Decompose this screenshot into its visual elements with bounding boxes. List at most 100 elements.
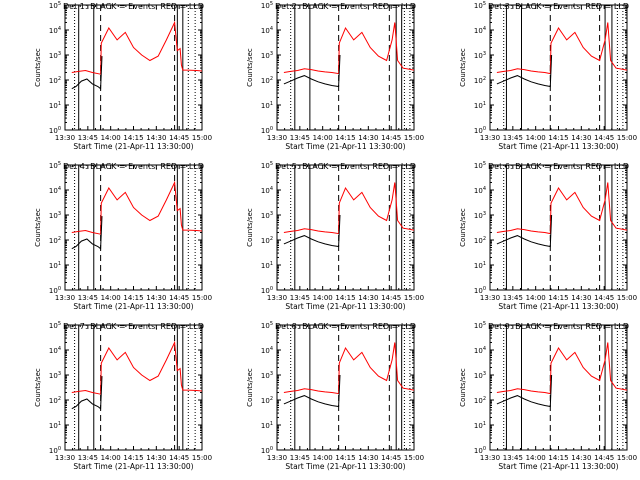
series-events — [71, 56, 103, 90]
x-tick-label: 14:45 — [169, 134, 189, 142]
x-tick-label: 13:30 — [480, 134, 500, 142]
x-tick-label: 13:30 — [480, 454, 500, 462]
x-tick-label: 13:45 — [78, 454, 98, 462]
x-tick-label: 14:15 — [548, 134, 568, 142]
x-tick-label: 14:45 — [381, 294, 401, 302]
y-tick-label: 100 — [49, 126, 61, 135]
x-tick-label: 14:45 — [169, 294, 189, 302]
y-tick-label: 101 — [261, 101, 273, 110]
x-tick-label: 14:15 — [123, 294, 143, 302]
x-axis-label: Start Time (21-Apr-11 13:30:00) — [498, 302, 618, 311]
plot-frame — [276, 4, 415, 131]
series-events — [283, 374, 341, 408]
x-axis-label: Start Time (21-Apr-11 13:30:00) — [285, 302, 405, 311]
x-tick-label: 15:00 — [617, 454, 637, 462]
y-tick-label: 101 — [261, 261, 273, 270]
x-axis-label: Start Time (21-Apr-11 13:30:00) — [73, 142, 193, 151]
x-tick-label: 13:45 — [78, 294, 98, 302]
x-tick-label: 14:45 — [169, 454, 189, 462]
series-events — [71, 216, 103, 250]
x-tick-label: 14:00 — [313, 134, 333, 142]
x-tick-label: 14:30 — [358, 454, 378, 462]
y-tick-label: 100 — [49, 446, 61, 455]
y-axis-label: Counts/sec — [34, 208, 42, 247]
x-tick-label: 13:30 — [267, 134, 287, 142]
y-tick-label: 104 — [49, 26, 61, 35]
plot-frame — [276, 164, 415, 291]
x-axis-label: Start Time (21-Apr-11 13:30:00) — [498, 142, 618, 151]
y-tick-label: 100 — [49, 286, 61, 295]
x-tick-label: 14:00 — [526, 294, 546, 302]
y-tick-label: 100 — [474, 286, 486, 295]
series-lld — [496, 182, 628, 235]
y-tick-label: 103 — [474, 211, 486, 220]
x-tick-label: 14:00 — [101, 134, 121, 142]
series-lld — [71, 180, 203, 235]
series-events — [496, 374, 553, 408]
x-tick-label: 15:00 — [192, 454, 212, 462]
y-tick-label: 100 — [474, 126, 486, 135]
x-axis-label: Start Time (21-Apr-11 13:30:00) — [73, 302, 193, 311]
y-tick-label: 101 — [474, 261, 486, 270]
y-tick-label: 102 — [49, 396, 61, 405]
y-tick-label: 100 — [261, 286, 273, 295]
y-tick-label: 102 — [261, 76, 273, 85]
x-tick-label: 13:45 — [78, 134, 98, 142]
y-axis-label: Counts/sec — [34, 368, 42, 407]
x-tick-label: 15:00 — [192, 134, 212, 142]
x-tick-label: 14:45 — [594, 454, 614, 462]
y-tick-label: 100 — [261, 446, 273, 455]
x-tick-label: 15:00 — [404, 454, 424, 462]
y-tick-label: 101 — [49, 101, 61, 110]
y-axis-label: Counts/sec — [246, 48, 254, 87]
x-tick-label: 15:00 — [617, 134, 637, 142]
panel-title: Det 3: BLACK = Events, RED = LLD — [488, 2, 629, 11]
y-axis-label: Counts/sec — [34, 48, 42, 87]
y-tick-label: 105 — [261, 321, 273, 330]
x-tick-label: 14:15 — [335, 134, 355, 142]
y-tick-label: 105 — [474, 161, 486, 170]
y-tick-label: 105 — [49, 321, 61, 330]
y-tick-label: 104 — [49, 346, 61, 355]
series-lld — [283, 22, 415, 75]
series-lld — [496, 342, 628, 395]
y-tick-label: 105 — [49, 1, 61, 10]
x-tick-label: 15:00 — [192, 294, 212, 302]
y-tick-label: 101 — [49, 421, 61, 430]
x-tick-label: 14:30 — [571, 134, 591, 142]
y-tick-label: 105 — [474, 1, 486, 10]
x-tick-label: 14:30 — [146, 134, 166, 142]
x-tick-label: 13:30 — [55, 454, 75, 462]
y-axis-label: Counts/sec — [459, 208, 467, 247]
x-tick-label: 14:00 — [313, 294, 333, 302]
x-tick-label: 15:00 — [617, 294, 637, 302]
panel-title: Det 6: BLACK = Events, RED = LLD — [488, 162, 629, 171]
series-lld — [71, 340, 203, 395]
series-events — [71, 376, 103, 410]
x-tick-label: 14:00 — [313, 454, 333, 462]
plot-frame — [489, 164, 628, 291]
x-tick-label: 13:45 — [503, 454, 523, 462]
plot-frame — [64, 4, 203, 131]
plot-frame — [489, 4, 628, 131]
plot-frame — [64, 164, 203, 291]
y-tick-label: 102 — [474, 236, 486, 245]
panel-title: Det 8: BLACK = Events, RED = LLD — [275, 322, 416, 331]
y-tick-label: 101 — [49, 261, 61, 270]
y-tick-label: 104 — [474, 186, 486, 195]
panel-title: Det 2: BLACK = Events, RED = LLD — [275, 2, 416, 11]
x-tick-label: 13:30 — [267, 294, 287, 302]
series-events — [496, 54, 553, 88]
y-tick-label: 101 — [474, 101, 486, 110]
x-tick-label: 14:45 — [594, 134, 614, 142]
x-tick-label: 14:15 — [548, 454, 568, 462]
x-tick-label: 14:45 — [381, 454, 401, 462]
x-tick-label: 14:15 — [335, 294, 355, 302]
y-tick-label: 101 — [261, 421, 273, 430]
